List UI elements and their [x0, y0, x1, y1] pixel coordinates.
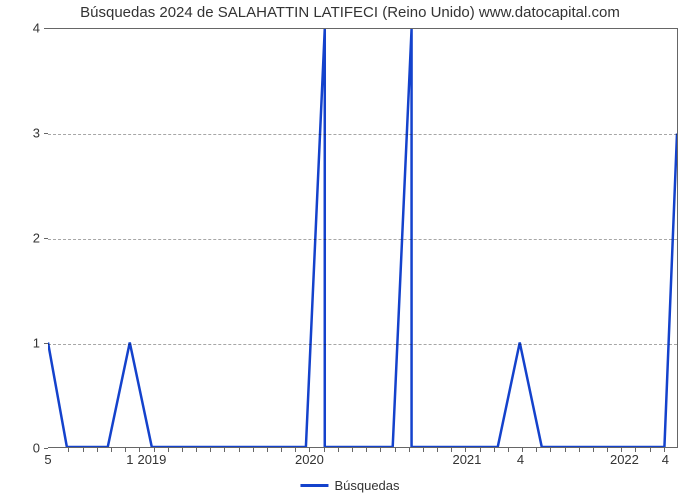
chart-title: Búsquedas 2024 de SALAHATTIN LATIFECI (R… — [0, 4, 700, 21]
x-tick-mark — [267, 448, 268, 452]
x-tick-mark — [508, 448, 509, 452]
series-polyline — [48, 29, 677, 447]
x-tick-mark — [295, 448, 296, 452]
x-point-label: 4 — [662, 452, 669, 467]
x-tick-mark — [565, 448, 566, 452]
x-tick-mark — [168, 448, 169, 452]
x-tick-mark — [621, 448, 622, 452]
y-tick-mark — [44, 28, 48, 29]
y-tick-mark — [44, 448, 48, 449]
x-point-label: 5 — [44, 452, 51, 467]
x-tick-mark — [239, 448, 240, 452]
x-tick-mark — [338, 448, 339, 452]
gridline — [48, 134, 677, 135]
legend-swatch — [300, 484, 328, 487]
x-tick-mark — [593, 448, 594, 452]
x-tick-mark — [423, 448, 424, 452]
x-tick-mark — [437, 448, 438, 452]
y-tick-label: 4 — [10, 21, 40, 36]
legend: Búsquedas — [300, 478, 399, 493]
y-tick-label: 1 — [10, 336, 40, 351]
x-tick-mark — [196, 448, 197, 452]
x-tick-mark — [111, 448, 112, 452]
plot-area — [48, 28, 678, 448]
x-year-label: 2022 — [610, 452, 639, 467]
x-tick-mark — [465, 448, 466, 452]
x-tick-mark — [224, 448, 225, 452]
x-tick-mark — [380, 448, 381, 452]
x-tick-mark — [352, 448, 353, 452]
y-tick-mark — [44, 238, 48, 239]
y-tick-label: 3 — [10, 126, 40, 141]
x-tick-mark — [83, 448, 84, 452]
chart-container: Búsquedas 2024 de SALAHATTIN LATIFECI (R… — [0, 0, 700, 500]
x-tick-mark — [210, 448, 211, 452]
x-tick-mark — [522, 448, 523, 452]
x-tick-mark — [182, 448, 183, 452]
x-tick-mark — [536, 448, 537, 452]
x-tick-mark — [607, 448, 608, 452]
x-tick-mark — [281, 448, 282, 452]
x-tick-mark — [395, 448, 396, 452]
y-tick-label: 2 — [10, 231, 40, 246]
x-tick-mark — [139, 448, 140, 452]
x-tick-mark — [366, 448, 367, 452]
gridline — [48, 239, 677, 240]
x-tick-mark — [125, 448, 126, 452]
x-tick-mark — [494, 448, 495, 452]
x-year-label: 2020 — [295, 452, 324, 467]
x-tick-mark — [154, 448, 155, 452]
x-tick-mark — [579, 448, 580, 452]
x-tick-mark — [253, 448, 254, 452]
x-tick-mark — [650, 448, 651, 452]
x-tick-mark — [635, 448, 636, 452]
x-tick-mark — [409, 448, 410, 452]
legend-label: Búsquedas — [334, 478, 399, 493]
x-point-label: 4 — [517, 452, 524, 467]
x-year-label: 2021 — [452, 452, 481, 467]
gridline — [48, 344, 677, 345]
x-point-label: 1 — [126, 452, 133, 467]
x-tick-mark — [550, 448, 551, 452]
y-tick-label: 0 — [10, 441, 40, 456]
y-tick-mark — [44, 133, 48, 134]
x-tick-mark — [324, 448, 325, 452]
x-tick-mark — [480, 448, 481, 452]
y-tick-mark — [44, 343, 48, 344]
x-tick-mark — [97, 448, 98, 452]
x-tick-mark — [664, 448, 665, 452]
x-tick-mark — [309, 448, 310, 452]
x-tick-mark — [68, 448, 69, 452]
x-tick-mark — [451, 448, 452, 452]
line-series — [48, 29, 677, 447]
x-year-label: 2019 — [137, 452, 166, 467]
